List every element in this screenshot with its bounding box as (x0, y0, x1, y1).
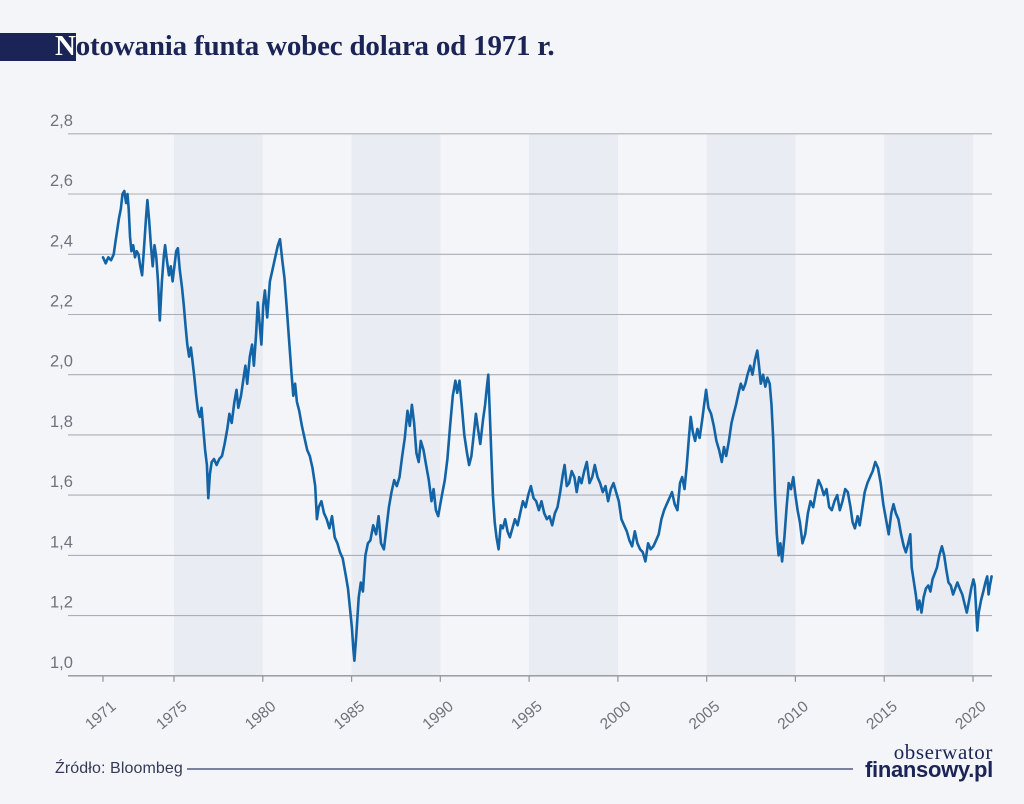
page-title-rest: otowania funta wobec dolara od 1971 r. (75, 30, 555, 62)
background-band (884, 134, 973, 676)
y-tick-label: 1,6 (50, 473, 73, 491)
y-tick-label: 2,4 (50, 232, 73, 250)
x-tick-label: 2005 (686, 698, 723, 733)
publisher-logo: obserwator finansowy.pl (864, 740, 993, 782)
page-title: Notowania funta wobec dolara od 1971 r. (55, 30, 555, 62)
x-tick-label: 1990 (420, 698, 458, 733)
y-tick-label: 2,0 (50, 353, 73, 371)
x-tick-label: 1985 (331, 698, 368, 733)
y-tick-label: 2,6 (50, 172, 73, 190)
background-band (351, 134, 441, 676)
background-band (706, 134, 796, 676)
y-tick-label: 2,2 (50, 293, 73, 311)
x-tick-label: 2015 (863, 698, 900, 733)
y-tick-label: 2,8 (50, 112, 73, 130)
background-band (174, 134, 263, 676)
x-tick-label: 1971 (82, 698, 119, 733)
x-tick-label: 2010 (775, 698, 813, 733)
y-tick-label: 1,8 (50, 413, 73, 431)
exchange-rate-line (101, 189, 993, 662)
y-tick-label: 1,4 (50, 533, 73, 551)
background-band (529, 134, 618, 676)
x-tick-label: 2000 (597, 698, 635, 733)
x-tick-label: 1980 (242, 698, 280, 733)
title-accent-block (0, 33, 76, 61)
source-label: Źródło: Bloombeg (55, 760, 183, 777)
y-tick-label: 1,0 (50, 654, 73, 672)
x-tick-label: 1995 (508, 698, 545, 733)
x-tick-label: 2020 (952, 698, 990, 733)
page-title-initial: N (55, 30, 76, 62)
footer-divider (187, 768, 853, 770)
x-tick-label: 1975 (153, 698, 190, 733)
logo-line-finansowy: finansowy.pl (864, 757, 993, 782)
y-tick-label: 1,2 (50, 594, 73, 612)
logo-line-obserwator: obserwator (893, 740, 993, 764)
